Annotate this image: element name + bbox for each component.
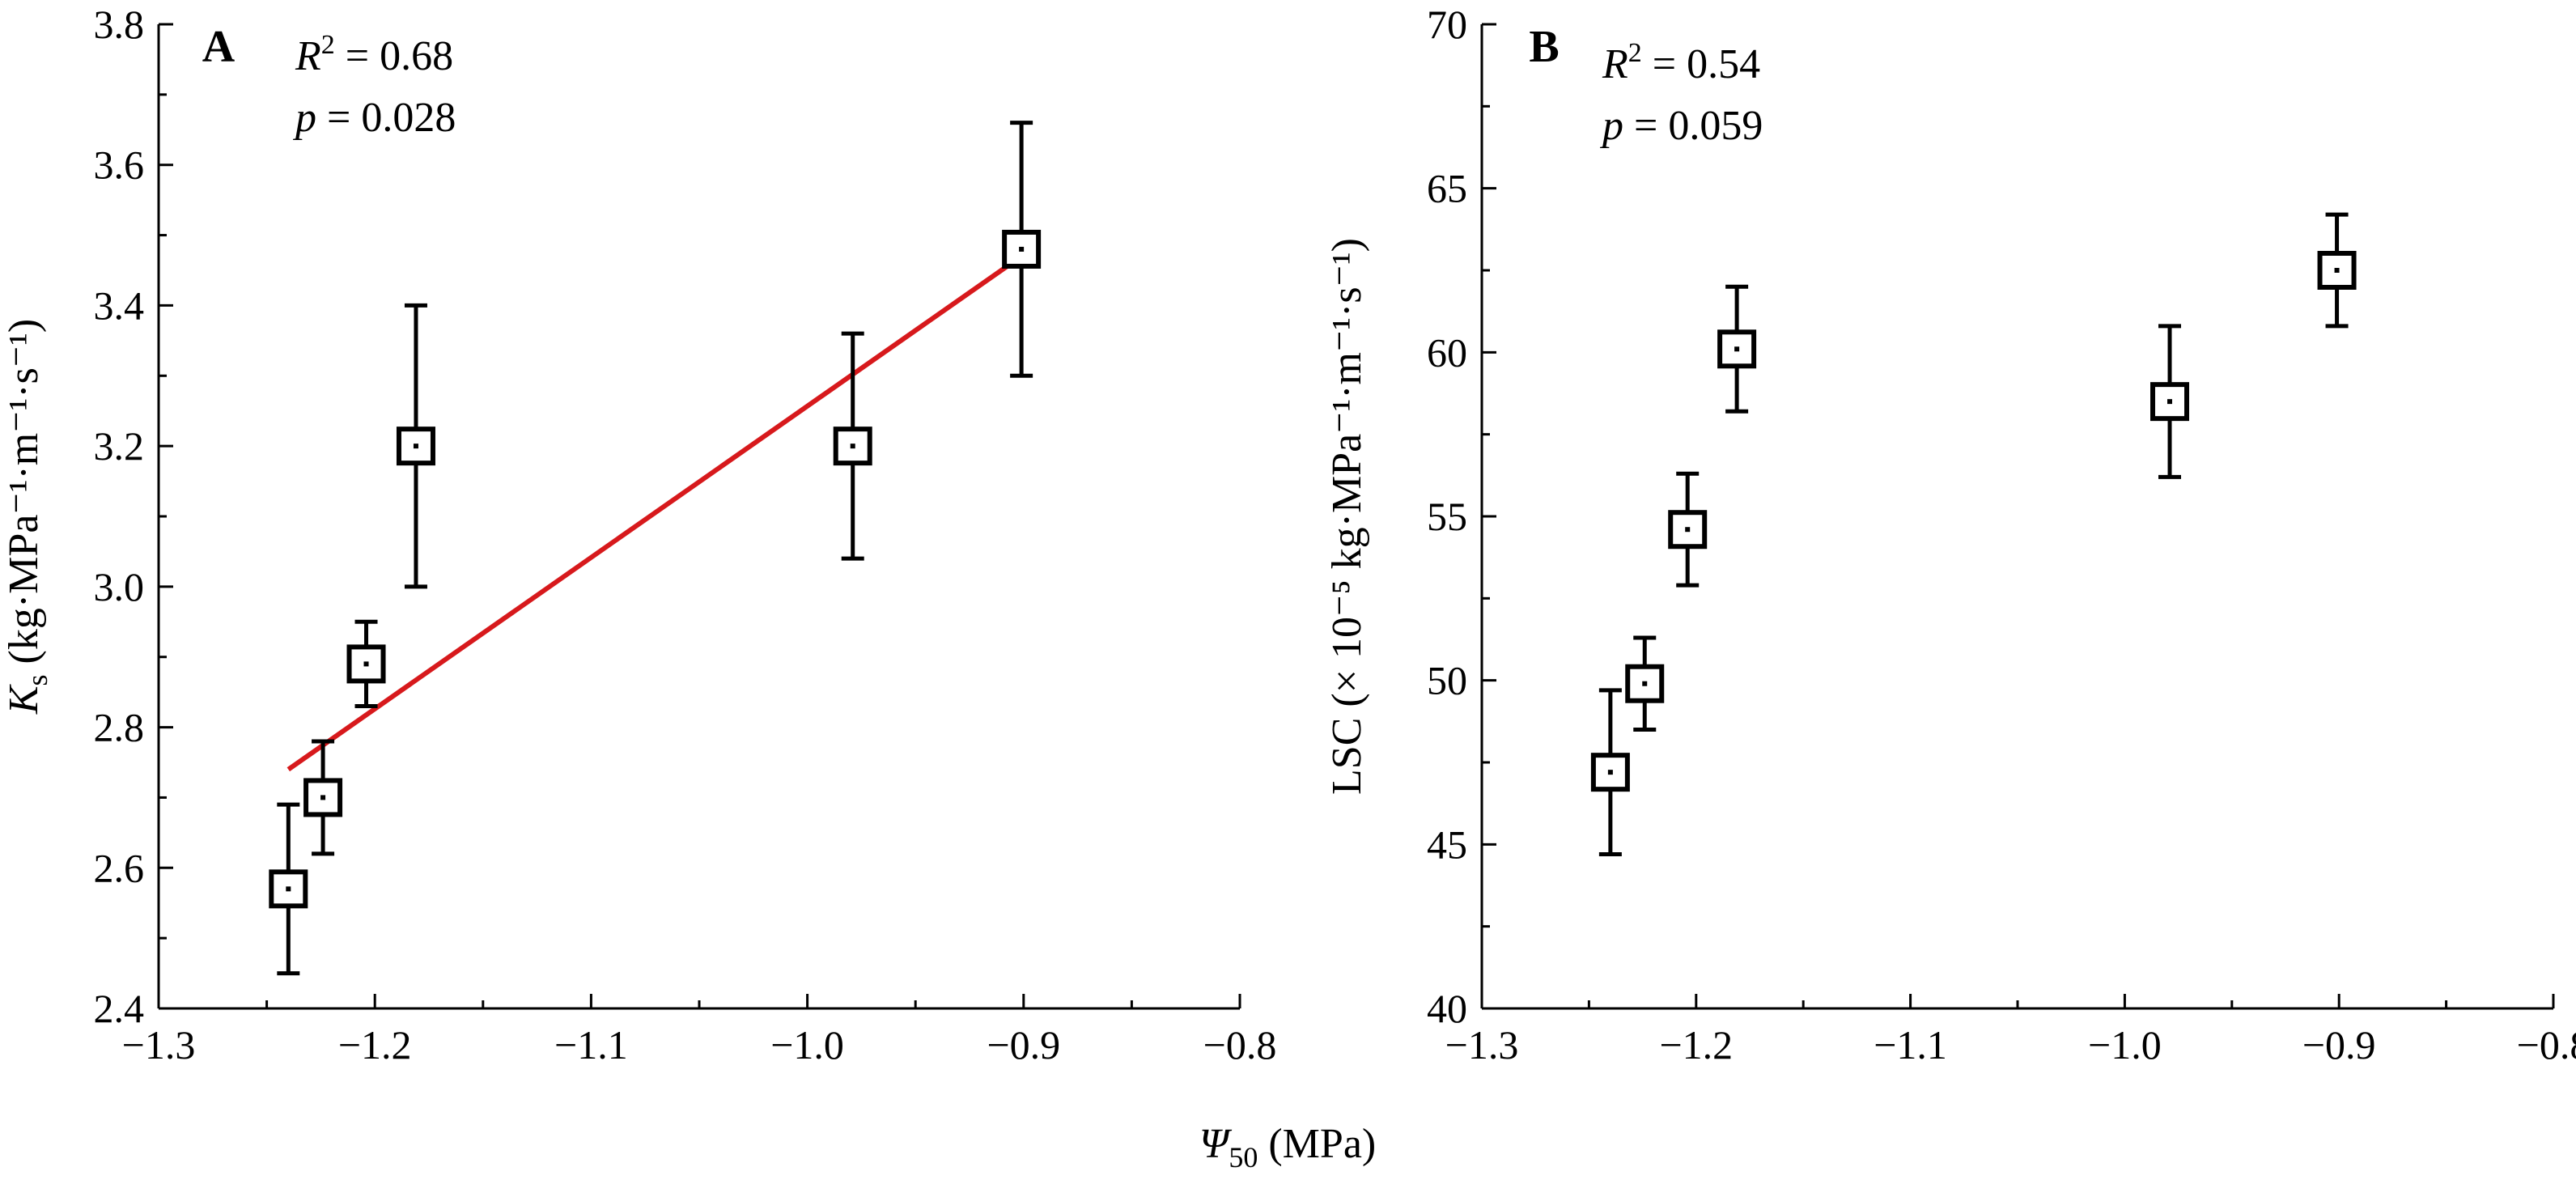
r-squared-superscript: 2 xyxy=(321,30,335,60)
x-tick-label: −1.2 xyxy=(338,1022,412,1068)
y-axis-title-unit: (kg·MPa⁻¹·m⁻¹·s⁻¹) xyxy=(1,319,47,675)
point-marker xyxy=(2150,382,2190,422)
y-tick-label: 3.4 xyxy=(94,282,145,328)
data-point xyxy=(346,619,386,709)
r-squared-symbol: R xyxy=(1602,41,1628,87)
x-tick-label: −0.9 xyxy=(987,1022,1060,1068)
r-squared-symbol: R xyxy=(295,33,321,79)
p-value: = 0.028 xyxy=(316,95,456,141)
regression-line xyxy=(286,254,1023,772)
p-value: = 0.059 xyxy=(1623,103,1763,149)
point-marker-center xyxy=(1019,246,1025,252)
point-marker-center xyxy=(2167,399,2173,405)
y-tick-label: 2.4 xyxy=(94,986,145,1031)
x-axis-title-unit: (MPa) xyxy=(1258,1121,1376,1167)
y-tick-label: 2.8 xyxy=(94,705,145,750)
data-point xyxy=(396,303,435,589)
y-tick-label: 40 xyxy=(1427,986,1467,1031)
data-point xyxy=(2150,324,2190,479)
y-tick-label: 3.0 xyxy=(94,564,145,609)
point-marker-center xyxy=(1642,681,1648,686)
y-tick-label: 60 xyxy=(1427,329,1467,375)
point-marker xyxy=(2317,251,2357,290)
x-axis-title-subscript: 50 xyxy=(1229,1141,1258,1174)
r-squared-superscript: 2 xyxy=(1628,38,1642,68)
r-squared-value: = 0.68 xyxy=(335,33,453,79)
y-tick-label: 55 xyxy=(1427,494,1467,539)
data-point xyxy=(2317,212,2357,329)
panel-label: B xyxy=(1529,22,1559,72)
x-tick-label: −0.8 xyxy=(1203,1022,1277,1068)
p-value-text: p = 0.059 xyxy=(1599,103,1763,149)
x-tick-label: −1.0 xyxy=(2088,1022,2162,1068)
data-point xyxy=(1625,635,1665,732)
data-point xyxy=(1668,471,1708,588)
r-squared-value: = 0.54 xyxy=(1642,41,1760,87)
y-tick-label: 70 xyxy=(1427,2,1467,47)
y-tick-label: 3.2 xyxy=(94,423,145,469)
y-tick-label: 3.6 xyxy=(94,142,145,188)
r-squared-text: R2 = 0.54 xyxy=(1602,38,1760,87)
point-marker xyxy=(346,644,386,684)
panel-label: A xyxy=(202,22,236,72)
x-axis-title-symbol: Ψ xyxy=(1199,1121,1233,1167)
x-axis-title: Ψ50 (MPa) xyxy=(1199,1121,1376,1174)
data-point xyxy=(1002,121,1042,378)
p-value-text: p = 0.028 xyxy=(292,95,456,141)
point-marker-center xyxy=(850,444,855,449)
x-tick-label: −1.3 xyxy=(1445,1022,1519,1068)
data-point xyxy=(303,739,343,856)
point-marker-center xyxy=(2334,268,2340,273)
point-marker-center xyxy=(286,886,291,892)
data-point xyxy=(833,331,872,561)
y-axis-title: Ks (kg·MPa⁻¹·m⁻¹·s⁻¹) xyxy=(1,319,53,715)
y-tick-label: 2.6 xyxy=(94,845,145,890)
p-symbol: p xyxy=(1599,103,1623,149)
point-marker-center xyxy=(363,661,369,667)
point-marker-center xyxy=(1607,770,1613,775)
x-tick-label: −1.3 xyxy=(122,1022,196,1068)
x-tick-label: −1.0 xyxy=(770,1022,844,1068)
panel-a: −1.3 −1.2 −1.1 −1.0 −0.9 −0.8 2.4 2.6 2.8 3.0 3.2 3… xyxy=(1,2,1276,1068)
x-tick-label: −1.1 xyxy=(1874,1022,1947,1068)
data-point xyxy=(1590,688,1630,856)
y-tick-label: 3.8 xyxy=(94,2,145,47)
x-tick-label: −1.1 xyxy=(554,1022,628,1068)
point-marker-center xyxy=(1685,527,1691,533)
point-marker-center xyxy=(1734,346,1740,352)
y-axis-title-subscript: s xyxy=(21,674,53,686)
p-symbol: p xyxy=(292,95,316,141)
y-axis-title: LSC (× 10⁻⁵ kg·MPa⁻¹·m⁻¹·s⁻¹) xyxy=(1324,238,1370,795)
data-point xyxy=(1717,284,1757,414)
data-point xyxy=(269,802,308,976)
y-tick-label: 45 xyxy=(1427,821,1467,867)
panel-b: −1.3 −1.2 −1.1 −1.0 −0.9 −0.8 40 45 50 55 60 65 70 BR… xyxy=(1324,2,2576,1068)
y-tick-label: 50 xyxy=(1427,658,1467,703)
x-tick-label: −0.8 xyxy=(2517,1022,2576,1068)
r-squared-text: R2 = 0.68 xyxy=(295,30,453,79)
x-tick-label: −1.2 xyxy=(1659,1022,1733,1068)
point-marker-center xyxy=(413,444,418,449)
y-tick-label: 65 xyxy=(1427,166,1467,211)
y-axis-title-symbol: K xyxy=(1,684,47,715)
x-tick-label: −0.9 xyxy=(2302,1022,2376,1068)
point-marker-center xyxy=(320,795,326,800)
